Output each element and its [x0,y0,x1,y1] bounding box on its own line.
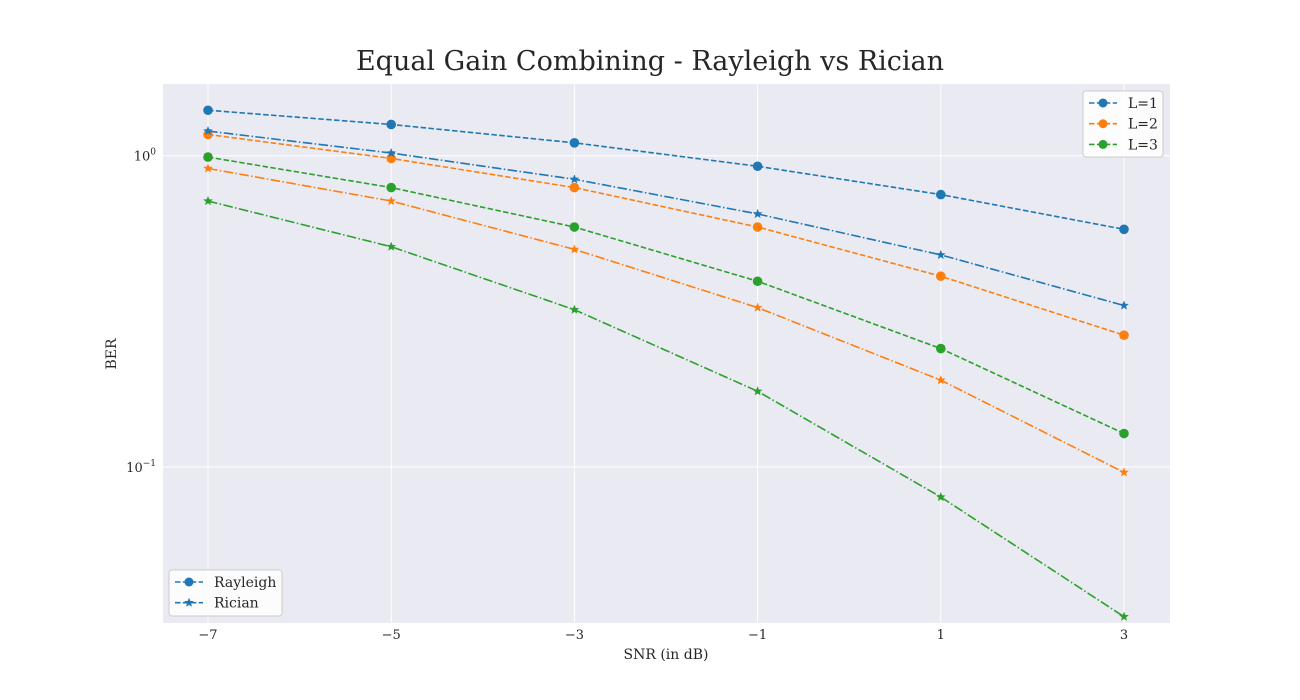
data-point [569,222,580,232]
data-point [569,138,580,148]
y-tick-label: 10−1 [126,459,156,476]
series-line [207,156,1125,435]
data-point [752,276,763,287]
legend-diversity-order: L=1 L=2 L=3 [1082,90,1164,158]
legend-marker [184,597,194,607]
legend-label: Rayleigh [214,575,276,591]
legends: L=1 L=2 L=3 Rayleigh Rician [168,90,1164,617]
data-point [936,375,946,385]
x-tick-label: 3 [1120,628,1128,643]
data-point [1119,467,1129,477]
legend-marker [1098,98,1108,108]
chart-title: Equal Gain Combining - Rayleigh vs Ricia… [356,46,944,77]
legend-box [168,569,283,617]
data-point [386,241,396,251]
data-point [752,302,763,312]
series-line [207,167,1125,474]
data-point [752,386,763,396]
data-point [386,119,397,130]
series-rician-l1 [203,126,1129,310]
legend-label: L=2 [1128,117,1158,133]
data-point [569,244,580,254]
legend-fading-type: Rayleigh Rician [168,569,283,617]
legend-entry: Rayleigh [175,575,276,591]
data-point [203,196,213,206]
plot-area [163,84,1170,623]
series-rayleigh-l3 [203,152,1129,439]
data-point [203,105,213,116]
data-point [1119,224,1129,235]
grid [163,84,1170,623]
data-point [203,152,213,162]
legend-marker [184,577,194,587]
x-tick-label: −1 [748,628,767,643]
data-point [569,304,580,314]
data-point [1119,300,1129,310]
series-rician-l2 [203,163,1129,477]
x-tick-label: 1 [937,628,945,643]
data-point [386,182,397,193]
data-point [752,208,763,218]
legend-marker [1098,139,1108,149]
data-point [203,163,213,173]
series-layer [203,105,1129,621]
x-tick-label: −5 [382,628,401,643]
data-point [1119,611,1129,621]
legend-entry: L=3 [1089,137,1158,153]
data-point [936,249,946,259]
legend-label: L=3 [1128,137,1158,153]
series-rayleigh-l1 [203,105,1129,235]
data-point [752,222,763,232]
legend-entry: Rician [175,596,259,612]
x-tick-label: −3 [565,628,584,643]
legend-entry: L=1 [1089,96,1158,112]
data-point [569,174,580,184]
data-point [386,196,396,206]
series-rician-l3 [203,196,1129,621]
data-point [936,271,946,282]
legend-entry: L=2 [1089,117,1158,133]
y-axis-label: BER [104,338,120,370]
data-point [386,148,396,158]
data-point [936,189,946,200]
x-tick-label: −7 [198,628,217,643]
data-point [936,343,946,354]
data-point [752,161,763,172]
data-point [203,126,213,136]
legend-label: Rician [214,596,259,612]
legend-marker [1098,119,1108,129]
data-point [936,492,946,502]
data-point [569,182,580,193]
series-line [207,200,1125,618]
legend-label: L=1 [1128,96,1158,112]
y-tick-label: 100 [134,148,157,165]
series-line [207,109,1125,231]
series-line [207,130,1125,307]
y-ticks: 100 10−1 [126,148,156,476]
data-point [1119,330,1129,340]
x-ticks: −7 −5 −3 −1 1 3 [198,628,1128,643]
data-point [1119,428,1129,439]
series-line [207,133,1125,336]
x-axis-label: SNR (in dB) [624,647,709,663]
